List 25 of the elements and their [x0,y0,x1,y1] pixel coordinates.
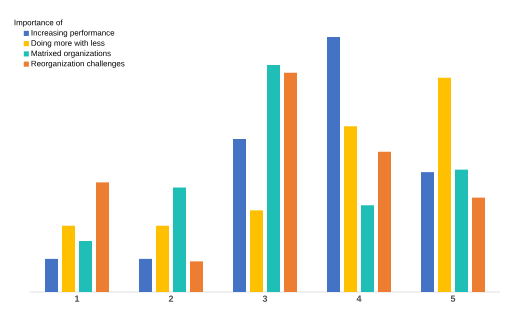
bar [250,210,263,292]
x-tick-label: 1 [75,296,80,302]
bar [421,172,434,292]
bar [45,258,58,292]
bar [267,65,280,292]
bar [139,258,152,292]
x-tick-label: 5 [450,296,456,302]
bar [378,152,391,292]
bar [233,138,246,292]
bar [455,170,468,292]
x-tick-label: 3 [262,296,268,302]
bar [79,241,92,292]
bar [96,182,109,292]
bar [173,187,186,292]
bar [438,78,451,292]
bar [284,72,297,292]
bar [327,36,340,292]
x-tick-label: 4 [356,296,362,302]
bar [62,226,75,292]
bar [190,261,203,292]
bar [156,226,169,292]
bar [344,126,357,292]
bar [472,198,485,292]
x-tick-label: 2 [168,296,174,302]
bar [361,205,374,292]
